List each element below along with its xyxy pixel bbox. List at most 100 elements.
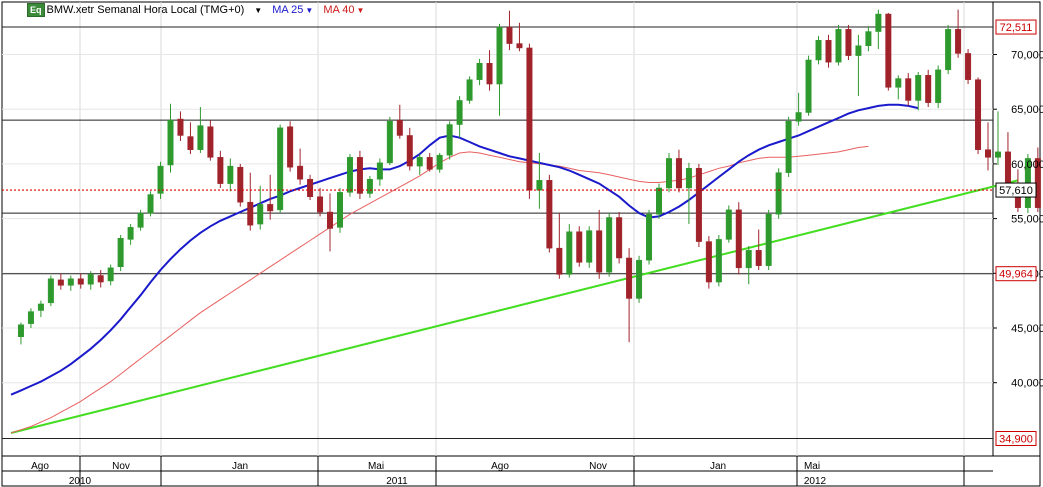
candle-body[interactable] [287,126,294,168]
candle-body[interactable] [137,212,144,228]
candle-body[interactable] [695,168,702,242]
candle-body[interactable] [985,149,992,158]
candle-body[interactable] [317,196,324,213]
ma40-dropdown-icon[interactable]: ▼ [356,5,365,15]
candle-body[interactable] [27,311,34,324]
candle-body[interactable] [556,247,563,275]
candle-body[interactable] [994,151,1001,158]
candle-body[interactable] [526,47,533,191]
candle-body[interactable] [366,178,373,194]
candle-body[interactable] [327,211,334,229]
candle-body[interactable] [785,120,792,173]
candle-body[interactable] [606,217,613,273]
candle-body[interactable] [755,250,762,266]
candle-body[interactable] [307,178,314,197]
candle-body[interactable] [157,165,164,194]
candle-body[interactable] [805,59,812,113]
candle-body[interactable] [297,165,304,180]
symbol-dropdown-icon[interactable]: ▼ [254,5,263,15]
candle-body[interactable] [546,180,553,249]
candle-body[interactable] [426,157,433,170]
candle-body[interactable] [745,250,752,269]
candle-body[interactable] [77,278,84,285]
candle-body[interactable] [127,227,134,240]
candle-body[interactable] [257,204,264,225]
candle-body[interactable] [636,259,643,299]
candle-body[interactable] [765,213,772,266]
candle-body[interactable] [197,125,204,150]
candle-body[interactable] [626,257,633,299]
ma40-legend[interactable]: MA 40 [323,4,355,16]
ma25-legend[interactable]: MA 25 [272,4,304,16]
candle-body[interactable] [665,158,672,189]
candle-body[interactable] [935,69,942,103]
candle-body[interactable] [516,43,523,49]
candle-body[interactable] [47,278,54,304]
candle-body[interactable] [885,13,892,88]
candle-body[interactable] [915,75,922,101]
candle-body[interactable] [87,274,94,285]
candle-body[interactable] [336,192,343,228]
candle-body[interactable] [825,40,832,63]
candle-body[interactable] [247,201,254,226]
candle-body[interactable] [835,29,842,63]
candle-body[interactable] [456,100,463,125]
candle-body[interactable] [107,267,114,282]
candle-body[interactable] [237,166,244,203]
candle-body[interactable] [875,13,882,32]
candle-body[interactable] [725,209,732,240]
candle-body[interactable] [57,279,64,286]
candle-body[interactable] [815,40,822,61]
equity-badge[interactable]: Eq [27,3,45,17]
candle-body[interactable] [187,136,194,150]
candle-body[interactable] [775,172,782,215]
candle-body[interactable] [396,119,403,136]
candle-body[interactable] [566,231,573,275]
candle-body[interactable] [346,157,353,193]
candle-body[interactable] [356,157,363,194]
candle-body[interactable] [895,78,902,88]
candle-body[interactable] [406,135,413,167]
candle-body[interactable] [586,230,593,263]
candle-body[interactable] [646,213,653,261]
candle-body[interactable] [735,209,742,269]
candle-body[interactable] [795,112,802,122]
ma25-line[interactable] [10,103,919,396]
candle-body[interactable] [955,29,962,54]
candle-body[interactable] [596,230,603,273]
candle-body[interactable] [965,53,972,80]
candle-body[interactable] [656,187,663,215]
candle-body[interactable] [97,275,104,283]
candle-body[interactable] [576,231,583,263]
candle-body[interactable] [376,162,383,180]
candle-body[interactable] [17,324,24,338]
candle-body[interactable] [675,158,682,189]
candle-body[interactable] [416,157,423,167]
candle-body[interactable] [476,63,483,80]
candle-body[interactable] [945,29,952,71]
candle-body[interactable] [207,126,214,158]
candle-body[interactable] [277,127,284,211]
ma25-dropdown-icon[interactable]: ▼ [305,5,314,15]
candle-body[interactable] [466,79,473,101]
candle-body[interactable] [436,154,443,170]
candle-body[interactable] [267,204,274,212]
candle-body[interactable] [486,63,493,85]
candle-body[interactable] [37,303,44,311]
trendline[interactable] [10,179,1019,434]
candle-body[interactable] [446,124,453,156]
candle-body[interactable] [67,278,74,286]
candle-body[interactable] [117,238,124,267]
candle-body[interactable] [177,118,184,136]
candle-body[interactable] [616,217,623,259]
candle-body[interactable] [536,180,543,191]
candle-body[interactable] [975,79,982,150]
candle-body[interactable] [865,31,872,47]
candle-body[interactable] [506,26,513,44]
candle-body[interactable] [217,157,224,184]
candle-body[interactable] [386,120,393,164]
candle-body[interactable] [167,119,174,166]
candle-body[interactable] [147,194,154,214]
candle-body[interactable] [855,45,862,56]
